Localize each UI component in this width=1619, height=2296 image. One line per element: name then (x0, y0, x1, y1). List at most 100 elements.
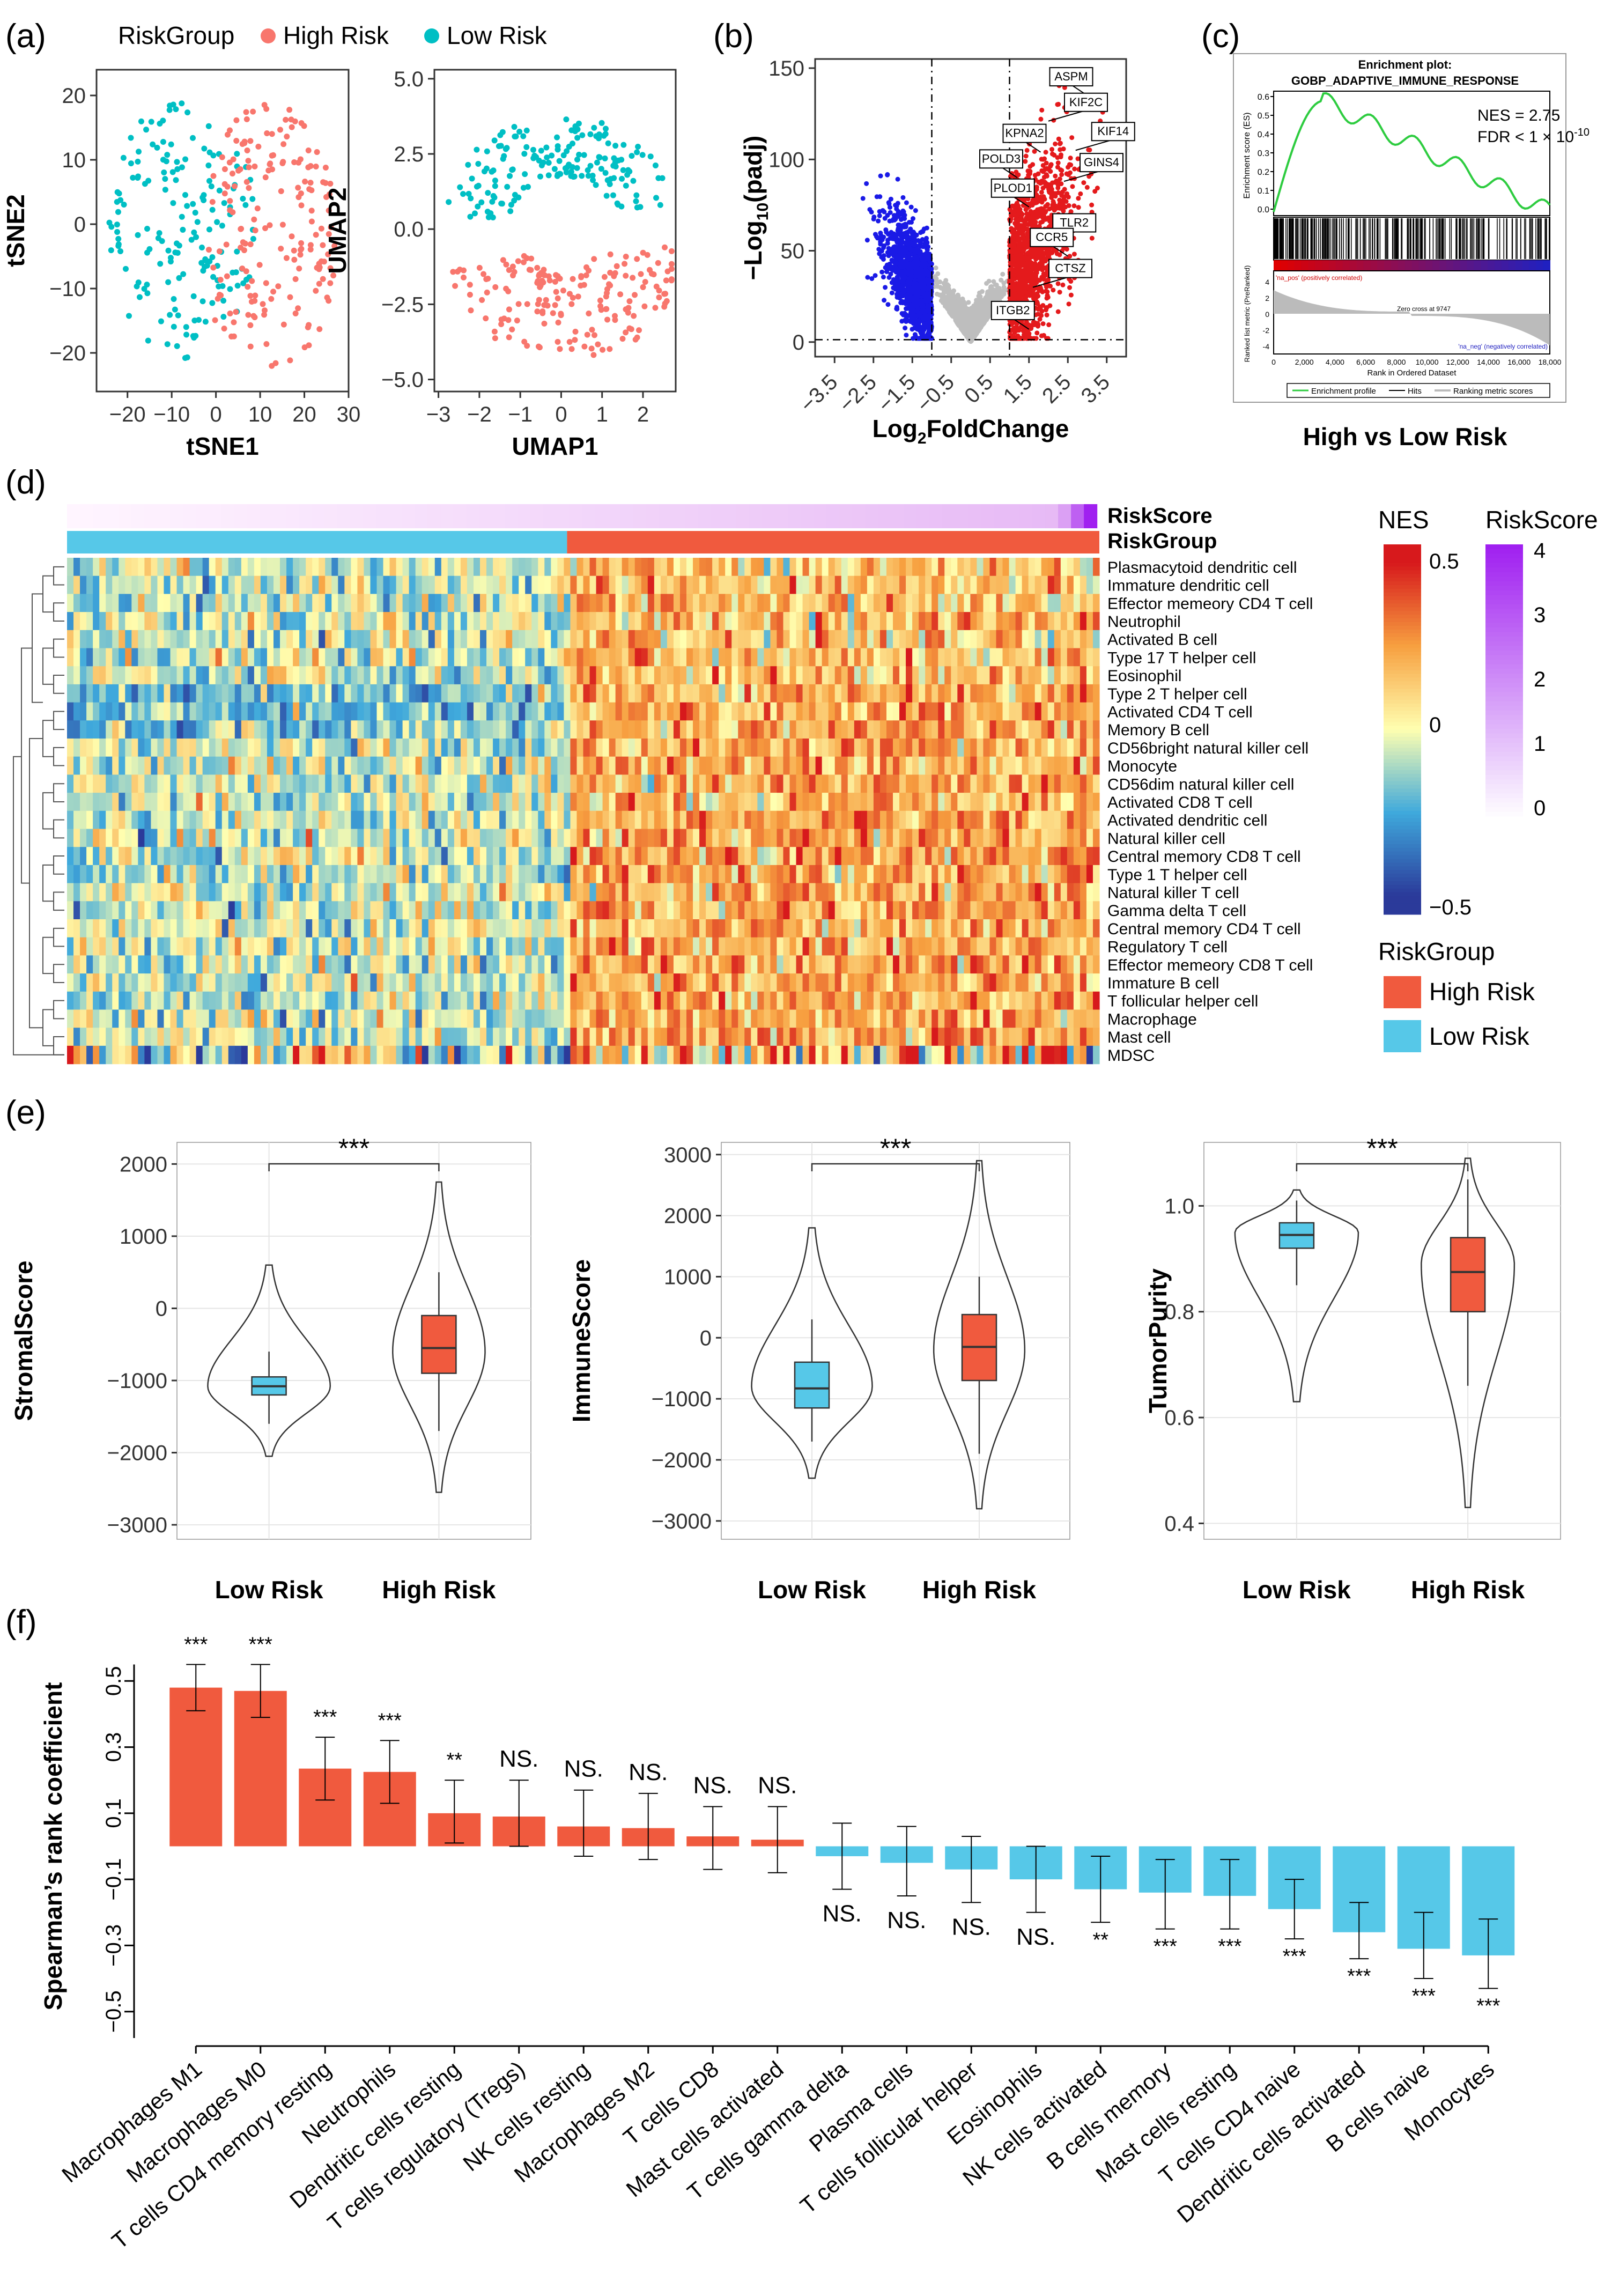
point-high-risk (255, 143, 262, 150)
point-high-risk (238, 245, 244, 251)
point-high-risk (607, 251, 613, 257)
point-high-risk (307, 242, 314, 248)
point-high-risk (668, 261, 675, 267)
point-down (878, 231, 883, 236)
point-high-risk (298, 240, 305, 246)
point-high-risk (272, 360, 279, 366)
x-axis-label: UMAP1 (512, 432, 598, 460)
point-high-risk (555, 295, 561, 301)
point-up (1048, 169, 1053, 174)
point-down (902, 269, 907, 274)
point-high-risk (295, 159, 302, 166)
point-low-risk (551, 166, 558, 172)
point-high-risk (265, 167, 272, 174)
point-high-risk (656, 294, 662, 300)
x-tick-label: 30 (337, 403, 361, 426)
point-high-risk (664, 268, 671, 275)
point-high-risk (252, 298, 258, 304)
point-low-risk (446, 199, 452, 205)
point-up (1055, 281, 1061, 286)
point-up (1049, 147, 1055, 152)
point-high-risk (297, 252, 304, 258)
point-high-risk (302, 179, 308, 185)
point-down (881, 275, 886, 280)
point-low-risk (596, 154, 602, 160)
point-high-risk (263, 106, 270, 112)
point-down (906, 313, 912, 318)
point-low-risk (125, 313, 132, 319)
point-high-risk (454, 268, 461, 275)
point-down (864, 181, 869, 186)
point-up (1057, 176, 1062, 182)
point-up (1037, 316, 1043, 322)
x-tick-label: −1 (508, 403, 533, 426)
point-low-risk (591, 124, 597, 131)
point-low-risk (164, 152, 171, 158)
point-ns (979, 320, 985, 325)
point-high-risk (581, 282, 587, 288)
point-high-risk (492, 335, 498, 342)
point-high-risk (322, 180, 329, 186)
point-low-risk (206, 226, 212, 233)
point-ns (959, 302, 965, 307)
point-up (1076, 205, 1081, 210)
point-high-risk (301, 123, 307, 129)
point-ns (934, 279, 939, 285)
point-high-risk (239, 141, 246, 147)
point-high-risk (283, 255, 290, 261)
point-low-risk (179, 164, 185, 171)
point-low-risk (610, 192, 616, 198)
point-low-risk (579, 132, 586, 138)
point-high-risk (606, 281, 612, 287)
y-tick-label: 10 (62, 149, 86, 172)
point-low-risk (491, 137, 498, 144)
point-down (886, 266, 891, 271)
legend-high-risk-label: High Risk (283, 21, 389, 49)
point-high-risk (284, 134, 290, 140)
point-high-risk (240, 239, 246, 246)
y-axis-label: tSNE2 (2, 194, 29, 267)
point-down (877, 194, 883, 200)
point-ns (984, 280, 989, 286)
y-tick-label: 0.0 (394, 218, 424, 241)
point-down (906, 235, 912, 241)
point-high-risk (307, 246, 314, 253)
y-tick-label: 20 (62, 84, 86, 108)
point-high-risk (655, 260, 661, 266)
point-down (913, 255, 919, 261)
point-high-risk (541, 271, 547, 278)
point-high-risk (476, 264, 483, 271)
point-low-risk (182, 191, 188, 198)
point-ns (935, 271, 941, 276)
point-ns (976, 293, 981, 299)
point-high-risk (289, 233, 295, 240)
point-high-risk (515, 258, 521, 264)
point-up (1072, 166, 1077, 172)
point-low-risk (618, 157, 625, 163)
point-low-risk (633, 198, 639, 204)
point-up (1038, 116, 1044, 122)
point-low-risk (167, 259, 174, 265)
point-high-risk (326, 207, 332, 213)
point-low-risk (114, 189, 121, 195)
point-low-risk (179, 100, 185, 107)
point-high-risk (607, 346, 613, 352)
point-low-risk (162, 187, 168, 193)
point-high-risk (611, 273, 617, 279)
point-high-risk (534, 308, 541, 315)
point-ns (943, 304, 949, 309)
point-low-risk (130, 174, 136, 181)
x-tick-label: 20 (292, 403, 316, 426)
point-down (920, 229, 926, 234)
point-down (923, 297, 928, 302)
point-high-risk (224, 131, 231, 138)
point-low-risk (240, 196, 246, 202)
point-ns (966, 300, 971, 305)
point-low-risk (620, 142, 627, 148)
point-low-risk (571, 173, 578, 180)
point-low-risk (174, 343, 180, 349)
point-low-risk (120, 154, 127, 161)
point-down (910, 296, 915, 301)
panel-label-d: (d) (5, 464, 46, 501)
point-high-risk (630, 275, 636, 281)
